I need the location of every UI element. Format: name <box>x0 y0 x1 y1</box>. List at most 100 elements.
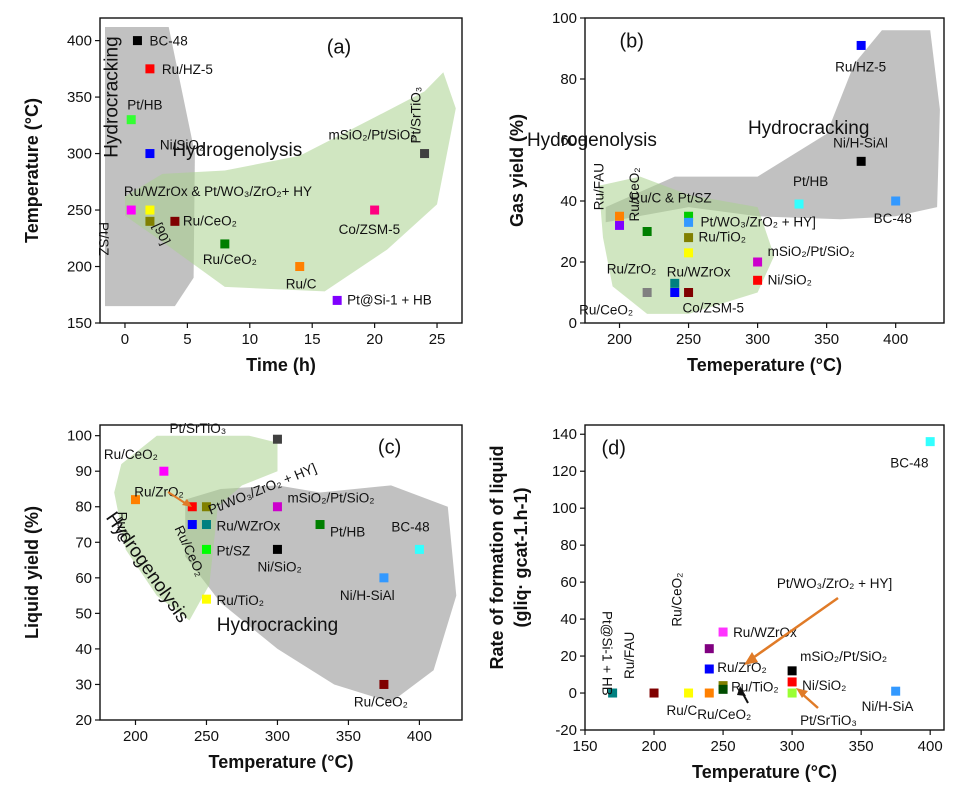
y-tick-label: 40 <box>560 611 577 628</box>
data-point <box>272 434 282 444</box>
y-tick-label: 80 <box>560 71 577 88</box>
x-tick-label: 250 <box>676 331 701 348</box>
point-label: Ni/SiO₂ <box>160 138 204 153</box>
x-tick-label: 350 <box>814 331 839 348</box>
point-label: Ru/WZrOx <box>216 519 280 534</box>
y-tick-label: 0 <box>569 315 577 332</box>
data-point <box>925 437 935 447</box>
annotation-arrow <box>749 596 839 662</box>
x-tick-label: 300 <box>780 738 805 755</box>
data-point <box>220 239 230 249</box>
y-tick-label: 80 <box>560 537 577 554</box>
x-tick-label: 250 <box>194 728 219 745</box>
point-label: Ru/CeO₂ <box>203 252 257 267</box>
data-point <box>370 205 380 215</box>
region-label: Hydrocracking <box>748 118 869 139</box>
y-axis-title: Temperature (°C) <box>22 98 42 243</box>
point-label: Ru/HZ-5 <box>162 62 213 77</box>
y-tick-label: 90 <box>75 463 92 480</box>
point-label: mSiO₂/Pt/SiO₂ <box>768 244 855 259</box>
x-tick-label: 400 <box>918 738 943 755</box>
point-label: Ni/H-SiAl <box>833 135 888 150</box>
data-point <box>145 205 155 215</box>
data-point <box>753 275 763 285</box>
y-axis-title: Gas yield (%) <box>507 114 527 227</box>
point-label: Ru/CeO₂ <box>104 447 158 462</box>
point-label: Ni/SiO₂ <box>768 272 812 287</box>
x-tick-label: 5 <box>183 331 191 348</box>
data-point <box>684 233 694 243</box>
y-tick-label: 30 <box>75 676 92 693</box>
data-point <box>201 594 211 604</box>
point-label: Ru/C <box>286 277 317 292</box>
y-tick-label: 80 <box>75 499 92 516</box>
panel-label: (a) <box>327 36 351 58</box>
x-tick-label: 200 <box>642 738 667 755</box>
x-tick-label: 250 <box>711 738 736 755</box>
point-label: Ru/CeO₂ <box>697 707 751 722</box>
y-tick-label: 0 <box>569 685 577 702</box>
data-point <box>272 544 282 554</box>
y-tick-label: 20 <box>560 254 577 271</box>
data-point <box>615 211 625 221</box>
x-tick-label: 200 <box>123 728 148 745</box>
data-point <box>718 627 728 637</box>
y-axis-title: Rate of formation of liquid <box>487 446 507 670</box>
x-tick-label: 400 <box>883 331 908 348</box>
y-tick-label: 100 <box>552 10 577 27</box>
point-label: mSiO₂/Pt/SiO₂ <box>287 491 374 506</box>
point-label: Ni/SiO₂ <box>257 559 301 574</box>
data-point <box>272 502 282 512</box>
y-tick-label: 100 <box>552 500 577 517</box>
x-tick-label: 300 <box>265 728 290 745</box>
panel-d: 150 200 250 300 350 400 -20 0 20 40 60 80 100 120 140 T… <box>487 424 945 782</box>
region-label: Hydrogenolysis <box>172 140 302 161</box>
data-point <box>670 288 680 297</box>
point-label: Pt/HB <box>330 525 365 540</box>
y-tick-label: 20 <box>560 648 577 665</box>
arrow-head <box>744 652 758 665</box>
data-point <box>414 544 424 554</box>
data-point <box>704 644 714 654</box>
point-label: Ru/C <box>667 703 698 718</box>
data-point <box>787 688 797 698</box>
region-label: Hydrocracking <box>217 615 338 636</box>
y-axis-title: Liquid yield (%) <box>22 506 42 639</box>
point-label: Ru/CeO₂ <box>354 694 408 709</box>
data-point <box>670 278 680 288</box>
data-point <box>315 520 325 530</box>
point-label: Ru/WZrOx <box>667 265 731 280</box>
panel-c: 200 250 300 350 400 20 30 40 50 60 70 80 90 100 Temper… <box>22 421 463 772</box>
point-label: Ni/SiO₂ <box>802 678 846 693</box>
data-point <box>684 288 694 297</box>
data-point <box>187 520 197 530</box>
point-label: Co/ZSM-5 <box>339 222 401 237</box>
data-point <box>684 688 694 698</box>
point-label: Ru/WZrOx <box>733 625 797 640</box>
arrow-head <box>796 688 808 698</box>
x-tick-label: 15 <box>304 331 321 348</box>
data-point <box>856 156 866 166</box>
point-label: BC-48 <box>149 34 187 49</box>
data-point <box>684 217 694 227</box>
x-axis-title: Temperature (°C) <box>209 752 354 772</box>
data-point <box>187 502 197 512</box>
y-tick-label: 350 <box>67 89 92 106</box>
y-tick-label: -20 <box>555 722 577 739</box>
point-label: BC-48 <box>391 519 429 534</box>
region-hydrocracking <box>605 30 940 223</box>
data-point <box>379 679 389 689</box>
point-label: Ru/FAU <box>592 163 607 210</box>
point-label: Pt/SZ <box>216 543 250 558</box>
point-label: mSiO₂/Pt/SiO₂ <box>800 649 887 664</box>
point-label: Ru/WZrOx & Pt/WO₃/ZrO₂+ HY <box>124 184 312 199</box>
data-point <box>145 149 155 159</box>
y-tick-label: 40 <box>560 193 577 210</box>
data-point <box>787 666 797 676</box>
point-label: Ru/CeO₂ <box>669 573 684 627</box>
y-tick-label: 200 <box>67 259 92 276</box>
x-axis-title: Time (h) <box>246 355 316 375</box>
x-tick-label: 25 <box>429 331 446 348</box>
point-label: Ru/CeO₂ <box>627 167 642 221</box>
